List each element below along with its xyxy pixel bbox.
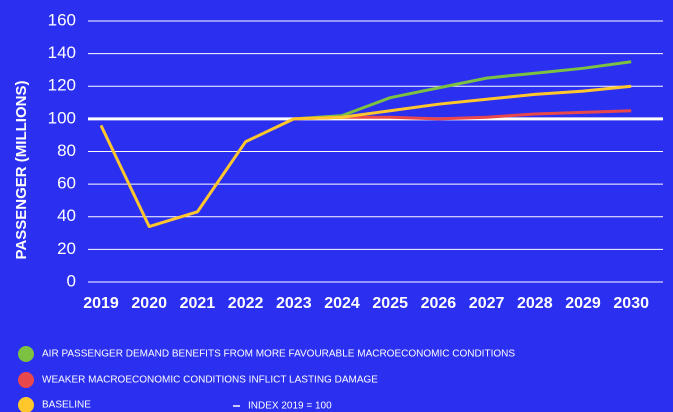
y-tick-label: 140 [48,43,76,62]
y-tick-label: 160 [48,10,76,29]
x-tick-label: 2027 [469,295,505,312]
y-tick-label: 100 [48,108,76,127]
series-line [99,84,632,229]
x-tick-label: 2025 [372,295,408,312]
annotation: INDEX 2019 = 100 [248,401,332,412]
y-tick-label: 120 [48,76,76,95]
y-axis-label: PASSENGER (MILLIONS) [13,81,30,260]
x-tick-label: 2030 [613,295,649,312]
legend-marker [18,372,34,388]
x-tick-label: 2024 [324,295,360,312]
y-tick-label: 60 [57,174,76,193]
y-tick-label: 80 [57,141,76,160]
x-tick-label: 2028 [517,295,553,312]
legend-label: WEAKER MACROECONOMIC CONDITIONS INFLICT … [42,375,378,386]
legend-marker [18,397,34,412]
x-tick-label: 2023 [276,295,312,312]
x-tick-label: 2020 [131,295,167,312]
legend-label: AIR PASSENGER DEMAND BENEFITS FROM MORE … [42,349,515,360]
x-tick-label: 2026 [421,295,457,312]
x-tick-label: 2019 [83,295,119,312]
x-tick-label: 2029 [565,295,601,312]
x-tick-label: 2022 [228,295,264,312]
legend-marker [18,346,34,362]
series-line [293,60,632,121]
x-tick-label: 2021 [180,295,216,312]
y-tick-label: 0 [67,271,76,290]
y-tick-label: 20 [57,239,76,258]
legend-label: BASELINE [42,400,91,411]
y-tick-label: 40 [57,206,76,225]
